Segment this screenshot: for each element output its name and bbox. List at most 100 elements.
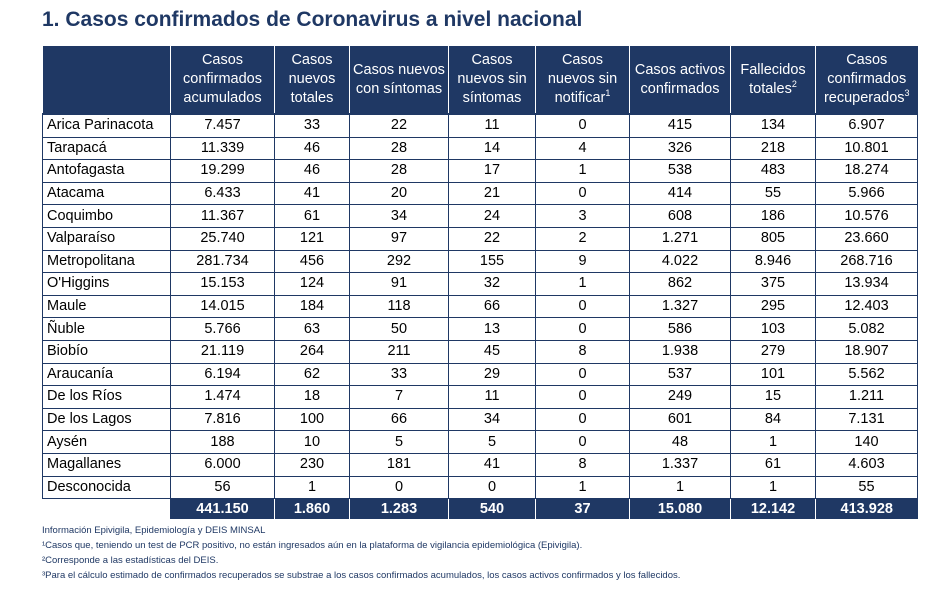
value-cell: 9 <box>535 250 630 274</box>
value-cell: 6.907 <box>815 112 918 138</box>
table-row: Tarapacá 11.339 46 28 14 4 326 218 10.801 <box>42 137 918 161</box>
value-cell: 281.734 <box>170 250 275 274</box>
region-name-cell: De los Ríos <box>42 385 171 409</box>
value-cell: 1.271 <box>629 227 731 251</box>
value-cell: 41 <box>274 182 350 206</box>
footnote-line: ²Corresponde a las estadísticas del DEIS… <box>42 555 219 566</box>
column-header: Casos confirmados acumulados <box>170 46 275 114</box>
column-header: Casos activos confirmados <box>629 46 731 114</box>
value-cell: 55 <box>730 182 816 206</box>
value-cell: 8 <box>535 340 630 364</box>
region-name-cell: Desconocida <box>42 476 171 500</box>
column-header: Casos nuevos con síntomas <box>349 46 449 114</box>
value-cell: 7.131 <box>815 408 918 432</box>
value-cell: 1 <box>274 476 350 500</box>
region-name-cell: Valparaíso <box>42 227 171 251</box>
table-row: Valparaíso 25.740 121 97 22 2 1.271 805 23.660 <box>42 227 918 251</box>
table-body: Arica Parinacota 7.457 33 22 11 0 415 134 6.907 T… <box>42 112 918 500</box>
value-cell: 279 <box>730 340 816 364</box>
value-cell: 29 <box>448 363 536 387</box>
table-row: Coquimbo 11.367 61 34 24 3 608 186 10.576 <box>42 204 918 228</box>
value-cell: 1 <box>535 272 630 296</box>
value-cell: 1 <box>535 476 630 500</box>
value-cell: 608 <box>629 204 731 228</box>
value-cell: 22 <box>349 112 449 138</box>
region-name-cell: Ñuble <box>42 317 171 341</box>
value-cell: 184 <box>274 295 350 319</box>
column-header: Casos nuevos sin notificar1 <box>535 46 630 114</box>
value-cell: 375 <box>730 272 816 296</box>
value-cell: 155 <box>448 250 536 274</box>
footnote-line: Información Epivigila, Epidemiología y D… <box>42 525 266 536</box>
header-row: Casos confirmados acumulados Casos nuevos… <box>42 46 918 114</box>
table-row: Antofagasta 19.299 46 28 17 1 538 483 18.274 <box>42 159 918 183</box>
column-header: Casos nuevos sin síntomas <box>448 46 536 114</box>
region-name-cell: Arica Parinacota <box>42 112 171 138</box>
value-cell: 84 <box>730 408 816 432</box>
cases-table: Casos confirmados acumulados Casos nuevos… <box>42 46 918 520</box>
page-title: 1. Casos confirmados de Coronavirus a ni… <box>42 8 583 31</box>
value-cell: 1.474 <box>170 385 275 409</box>
value-cell: 11.367 <box>170 204 275 228</box>
column-header <box>42 46 171 114</box>
value-cell: 7 <box>349 385 449 409</box>
value-cell: 28 <box>349 159 449 183</box>
value-cell: 862 <box>629 272 731 296</box>
footnote-marker: 1 <box>605 88 611 99</box>
value-cell: 218 <box>730 137 816 161</box>
column-header-label: Casos nuevos con síntomas <box>353 61 445 97</box>
value-cell: 10.576 <box>815 204 918 228</box>
region-name-cell: Magallanes <box>42 453 171 477</box>
value-cell: 15 <box>730 385 816 409</box>
value-cell: 0 <box>535 408 630 432</box>
total-cell: 1.283 <box>349 498 449 520</box>
value-cell: 134 <box>730 112 816 138</box>
value-cell: 326 <box>629 137 731 161</box>
value-cell: 5.562 <box>815 363 918 387</box>
value-cell: 20 <box>349 182 449 206</box>
column-header-label: Casos confirmados acumulados <box>183 52 262 106</box>
value-cell: 0 <box>535 363 630 387</box>
value-cell: 33 <box>349 363 449 387</box>
value-cell: 19.299 <box>170 159 275 183</box>
table-row: De los Lagos 7.816 100 66 34 0 601 84 7.131 <box>42 408 918 432</box>
value-cell: 62 <box>274 363 350 387</box>
value-cell: 13.934 <box>815 272 918 296</box>
value-cell: 32 <box>448 272 536 296</box>
value-cell: 186 <box>730 204 816 228</box>
value-cell: 4 <box>535 137 630 161</box>
value-cell: 61 <box>730 453 816 477</box>
column-header: Casos nuevos totales <box>274 46 350 114</box>
table-row: Arica Parinacota 7.457 33 22 11 0 415 134 6.907 <box>42 112 918 138</box>
value-cell: 0 <box>535 317 630 341</box>
value-cell: 55 <box>815 476 918 500</box>
value-cell: 268.716 <box>815 250 918 274</box>
region-name-cell: Tarapacá <box>42 137 171 161</box>
value-cell: 1 <box>535 159 630 183</box>
value-cell: 18.274 <box>815 159 918 183</box>
value-cell: 11.339 <box>170 137 275 161</box>
value-cell: 1 <box>730 430 816 454</box>
value-cell: 100 <box>274 408 350 432</box>
region-name-cell: Atacama <box>42 182 171 206</box>
total-cell: 1.860 <box>274 498 350 520</box>
value-cell: 11 <box>448 385 536 409</box>
value-cell: 414 <box>629 182 731 206</box>
column-header-label: Fallecidos totales <box>740 61 806 97</box>
value-cell: 415 <box>629 112 731 138</box>
table-row: O'Higgins 15.153 124 91 32 1 862 375 13.934 <box>42 272 918 296</box>
value-cell: 0 <box>535 295 630 319</box>
table-row: Araucanía 6.194 62 33 29 0 537 101 5.562 <box>42 363 918 387</box>
table-row: Aysén 188 10 5 5 0 48 1 140 <box>42 430 918 454</box>
value-cell: 456 <box>274 250 350 274</box>
value-cell: 10.801 <box>815 137 918 161</box>
value-cell: 56 <box>170 476 275 500</box>
value-cell: 5.966 <box>815 182 918 206</box>
value-cell: 24 <box>448 204 536 228</box>
value-cell: 0 <box>535 182 630 206</box>
value-cell: 5.766 <box>170 317 275 341</box>
value-cell: 18 <box>274 385 350 409</box>
value-cell: 121 <box>274 227 350 251</box>
value-cell: 601 <box>629 408 731 432</box>
value-cell: 6.433 <box>170 182 275 206</box>
